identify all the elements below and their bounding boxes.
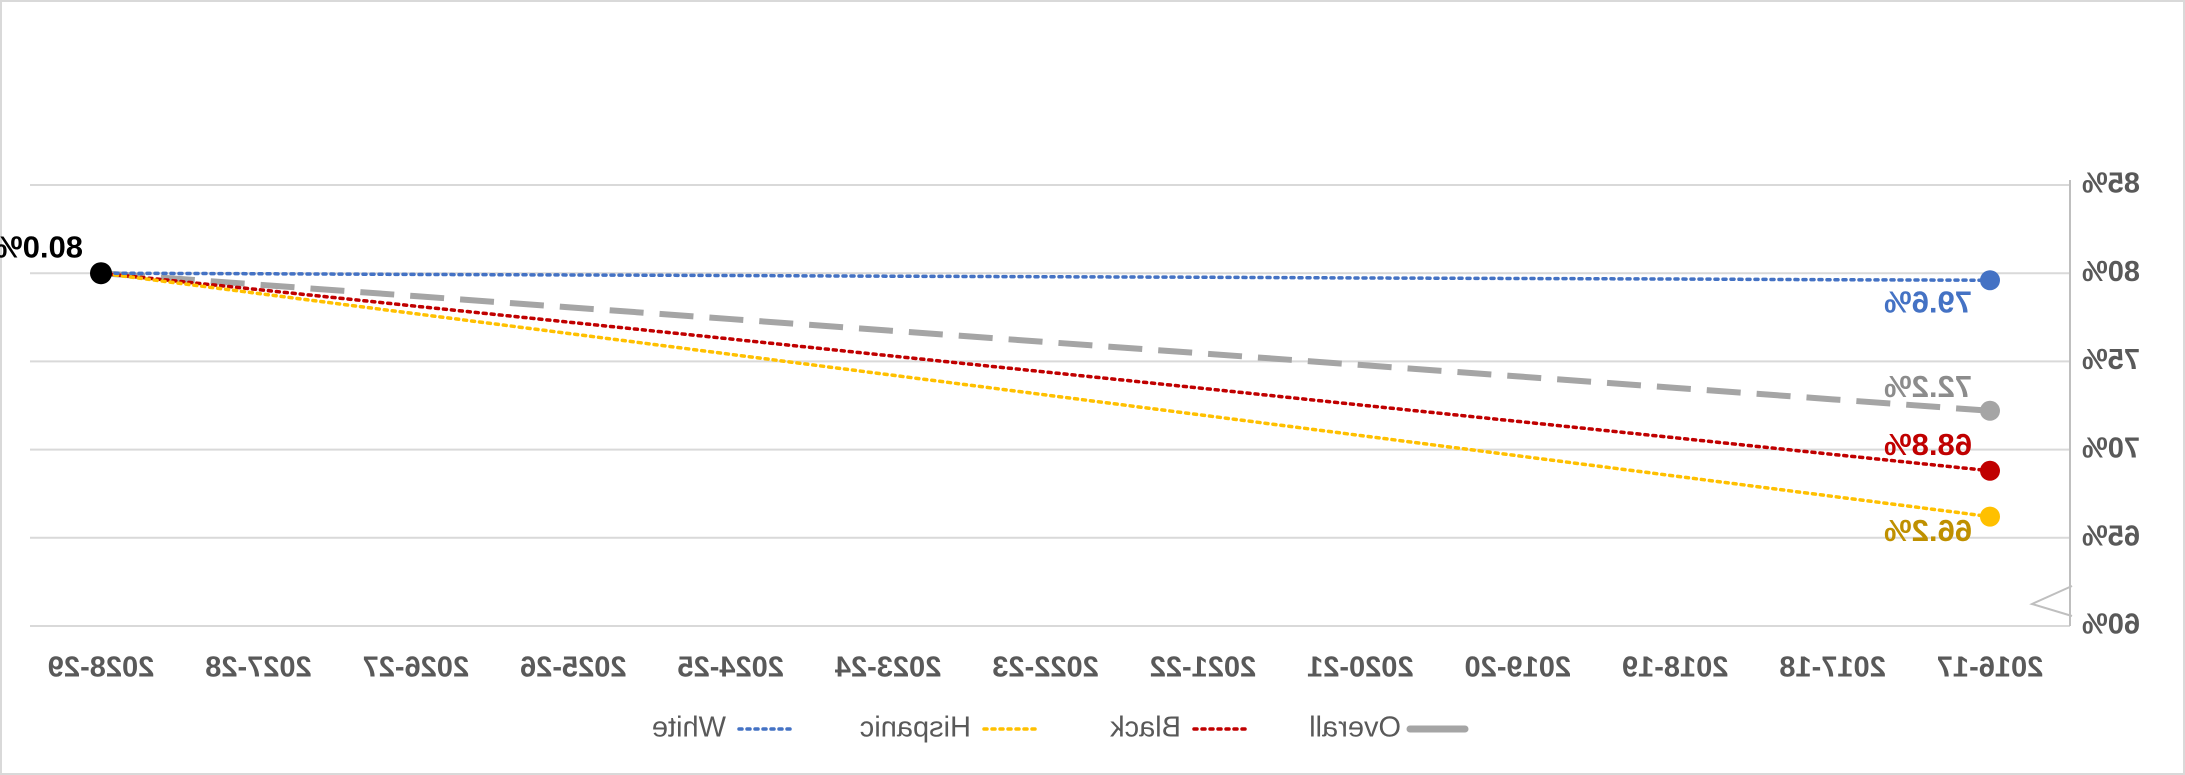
x-tick-label: 2021-22 [1150,652,1256,684]
data-label: 72.2% [1884,369,1972,404]
x-tick-label: 2017-18 [1779,652,1885,684]
legend-label: White [652,712,726,744]
series-line [99,271,1992,473]
series-line [99,271,1992,519]
end-marker [1980,400,2000,421]
x-tick-label: 2023-24 [835,652,941,684]
x-tick-label: 2024-25 [677,652,783,684]
legend-label: Hispanic [860,712,971,744]
annotation-label: 80.0% [0,229,83,264]
x-tick-label: 2028-29 [48,652,154,684]
x-tick-label: 2022-23 [992,652,1098,684]
axis-break [2029,585,2073,617]
x-tick-label: 2016-17 [1937,652,2043,684]
y-tick-label: 80% [2082,256,2140,288]
legend-label: Overall [1309,712,1401,744]
end-point [90,262,112,285]
y-tick-label: 85% [2082,168,2140,200]
x-tick-label: 2027-28 [205,652,311,684]
x-tick-label: 2018-19 [1622,652,1728,684]
y-tick-label: 75% [2082,344,2140,376]
end-marker [1980,460,2000,481]
end-marker [1980,506,2000,527]
data-label: 68.8% [1884,427,1972,462]
x-tick-label: 2026-27 [363,652,469,684]
legend-label: Black [1110,712,1181,744]
x-tick-label: 2025-26 [520,652,626,684]
data-label: 79.6% [1884,284,1972,319]
y-tick-label: 70% [2082,432,2140,464]
y-tick-label: 65% [2082,520,2140,552]
end-marker [1980,270,2000,291]
series-line [99,271,1992,283]
y-tick-label: 60% [2082,609,2140,641]
series-line [100,270,1991,414]
data-label: 66.2% [1884,513,1972,548]
x-tick-label: 2019-20 [1465,652,1571,684]
x-tick-label: 2020-21 [1307,652,1413,684]
